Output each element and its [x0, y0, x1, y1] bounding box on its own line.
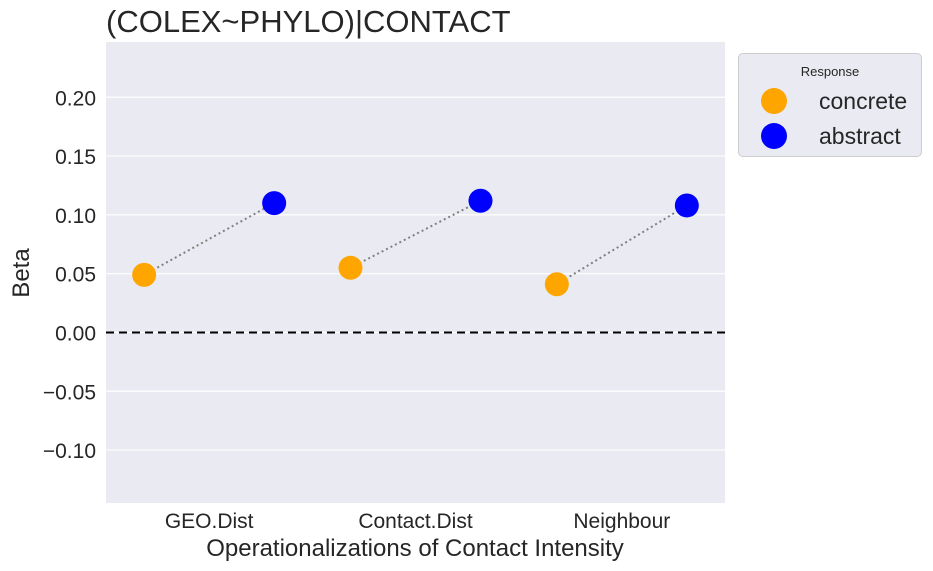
- y-tick-label: 0.05: [55, 264, 96, 287]
- y-tick-label: 0.00: [55, 322, 96, 345]
- connector-line: [350, 199, 481, 269]
- x-tick-label: GEO.Dist: [165, 510, 254, 533]
- legend-item-abstract: abstract: [761, 121, 901, 151]
- legend-label-concrete: concrete: [819, 87, 908, 114]
- legend-item-concrete: concrete: [761, 86, 907, 116]
- point-concrete: [338, 255, 363, 280]
- point-abstract: [674, 193, 699, 218]
- legend-marker-concrete: [761, 88, 787, 114]
- point-concrete: [544, 272, 569, 297]
- point-abstract: [262, 191, 287, 216]
- y-tick-label: −0.05: [43, 381, 96, 404]
- connector-line: [143, 202, 275, 276]
- plot-area: [106, 42, 725, 503]
- legend: Response concrete abstract: [738, 53, 922, 157]
- x-tick-label: Contact.Dist: [358, 510, 473, 533]
- point-abstract: [468, 188, 493, 213]
- y-tick-label: 0.20: [55, 87, 96, 110]
- x-axis-title: Operationalizations of Contact Intensity: [206, 535, 624, 562]
- legend-title: Response: [800, 64, 860, 79]
- y-tick-label: 0.10: [55, 205, 96, 228]
- legend-label-abstract: abstract: [819, 122, 901, 149]
- y-axis-title: Beta: [8, 248, 35, 298]
- chart-title: (COLEX~PHYLO)|CONTACT: [106, 4, 511, 39]
- point-concrete: [132, 262, 157, 287]
- connector-line: [556, 204, 688, 286]
- x-tick-label: Neighbour: [573, 510, 670, 533]
- legend-marker-abstract: [761, 123, 787, 149]
- y-tick-label: −0.10: [43, 440, 96, 463]
- y-tick-label: 0.15: [55, 146, 96, 169]
